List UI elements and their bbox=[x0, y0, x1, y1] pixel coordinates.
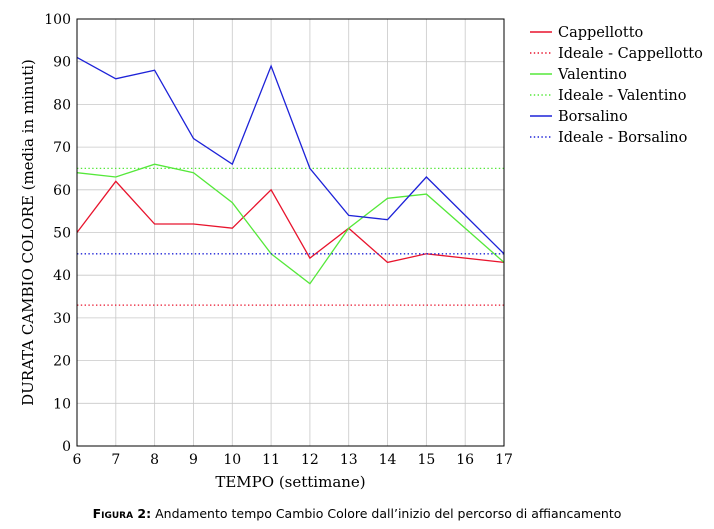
series-line-0 bbox=[76, 180, 505, 264]
y-tick-label: 40 bbox=[53, 268, 71, 284]
plot-frame bbox=[76, 18, 505, 447]
x-tick-label: 7 bbox=[111, 452, 120, 468]
legend: Cappellotto Ideale - Cappellotto Valentino… bbox=[530, 25, 703, 146]
legend-entry: Ideale - Valentino bbox=[558, 88, 686, 104]
legend-entry: Cappellotto bbox=[558, 25, 643, 41]
x-tick-label: 11 bbox=[262, 452, 280, 468]
x-tick-label: 17 bbox=[495, 452, 513, 468]
y-tick-label: 10 bbox=[53, 396, 71, 412]
caption-label: Figura 2: bbox=[92, 506, 152, 521]
y-tick-label: 50 bbox=[53, 226, 71, 242]
y-tick-label: 60 bbox=[53, 183, 71, 199]
legend-entry: Borsalino bbox=[558, 109, 628, 125]
y-tick-label: 100 bbox=[44, 12, 71, 28]
figure-caption: Figura 2: Andamento tempo Cambio Colore … bbox=[0, 506, 714, 521]
caption-text: Andamento tempo Cambio Colore dall’inizi… bbox=[155, 506, 622, 521]
series-lines bbox=[76, 56, 505, 306]
y-tick-label: 20 bbox=[53, 354, 71, 370]
y-tick-label: 80 bbox=[53, 97, 71, 113]
x-tick-label: 13 bbox=[340, 452, 358, 468]
y-tick-label: 0 bbox=[62, 439, 71, 455]
legend-entry: Ideale - Borsalino bbox=[558, 130, 687, 146]
x-tick-label: 6 bbox=[73, 452, 82, 468]
legend-entry: Valentino bbox=[557, 67, 627, 83]
x-tick-label: 16 bbox=[456, 452, 474, 468]
x-tick-label: 9 bbox=[189, 452, 198, 468]
y-tick-label: 90 bbox=[53, 55, 71, 71]
x-axis-label: TEMPO (settimane) bbox=[215, 473, 365, 491]
x-tick-label: 12 bbox=[301, 452, 319, 468]
series-line-4 bbox=[76, 56, 505, 255]
legend-entry: Ideale - Cappellotto bbox=[558, 46, 703, 62]
tick-labels: 6 7 8 9 10 11 12 13 14 15 16 17 0 10 20 30 40 50 60 70 80 90 1… bbox=[44, 12, 513, 468]
y-axis-label: DURATA CAMBIO COLORE (media in minuti) bbox=[19, 59, 37, 406]
y-tick-label: 30 bbox=[53, 311, 71, 327]
x-tick-label: 10 bbox=[223, 452, 241, 468]
grid bbox=[76, 18, 505, 447]
x-tick-label: 14 bbox=[379, 452, 397, 468]
x-tick-label: 15 bbox=[417, 452, 435, 468]
x-tick-label: 8 bbox=[150, 452, 159, 468]
y-tick-label: 70 bbox=[53, 140, 71, 156]
